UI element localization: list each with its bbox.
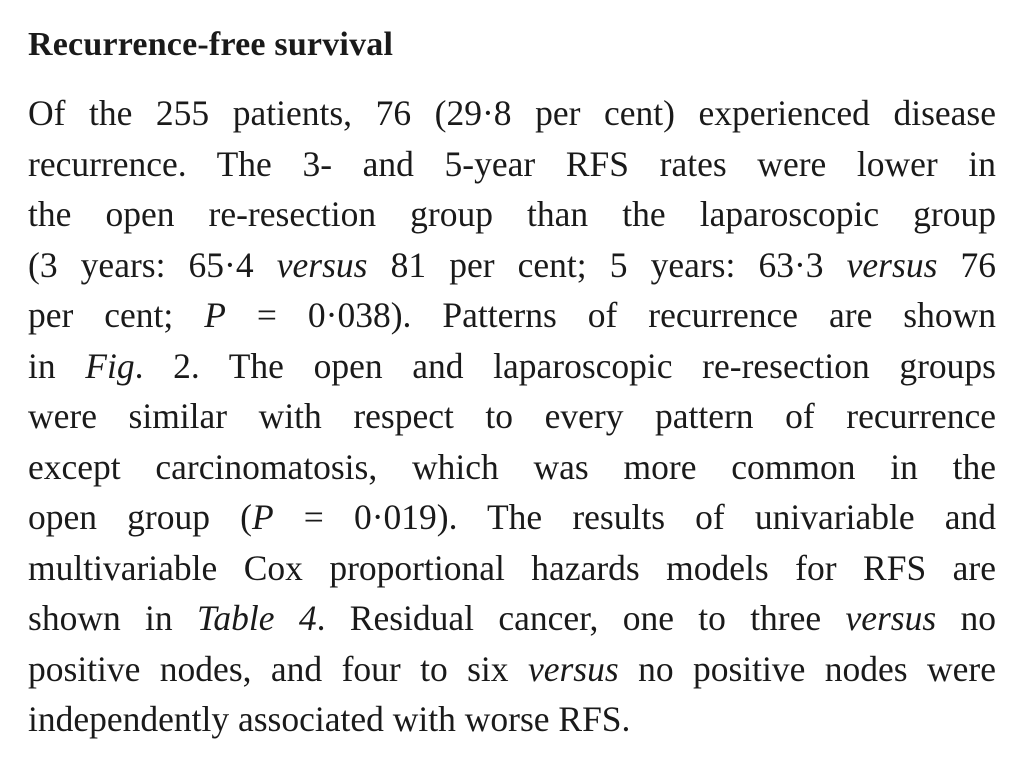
paragraph-line: positive nodes, and four to six versus n… (28, 644, 996, 695)
paragraph-line: per cent; P = 0·038). Patterns of recurr… (28, 290, 996, 341)
text-run: . 2. The open and laparoscopic re-resect… (134, 345, 996, 386)
text-run: independently associated with worse RFS. (28, 699, 631, 739)
section-body-paragraph: Of the 255 patients, 76 (29·8 per cent) … (28, 88, 996, 745)
paragraph-line: (3 years: 65·4 versus 81 per cent; 5 yea… (28, 240, 996, 291)
paragraph-line: open group (P = 0·019). The results of u… (28, 492, 996, 543)
text-run: (3 years: 65·4 (28, 244, 277, 285)
paragraph-line: shown in Table 4. Residual cancer, one t… (28, 593, 996, 644)
text-run: no positive nodes were (618, 648, 996, 689)
text-run: recurrence. The 3- and 5-year RFS rates … (28, 143, 996, 184)
text-run: per cent; (28, 295, 205, 335)
section-heading: Recurrence-free survival (28, 26, 394, 63)
text-run: = 0·019). The results of univariable and (273, 497, 996, 537)
italic-text-run: versus (276, 244, 368, 285)
text-run: shown in (28, 598, 197, 638)
italic-text-run: versus (846, 244, 938, 285)
text-run: . Residual cancer, one to three (316, 598, 846, 638)
text-run: 76 (937, 244, 997, 285)
text-run: open group ( (28, 497, 252, 537)
italic-text-run: Fig (85, 345, 135, 386)
paragraph-line: the open re-resection group than the lap… (28, 189, 996, 240)
text-run: 81 per cent; 5 years: 63·3 (367, 244, 847, 285)
italic-text-run: versus (845, 598, 937, 638)
text-run: positive nodes, and four to six (28, 648, 528, 689)
paragraph-line: in Fig. 2. The open and laparoscopic re-… (28, 341, 996, 392)
paragraph-line: recurrence. The 3- and 5-year RFS rates … (28, 139, 996, 190)
paragraph-line: were similar with respect to every patte… (28, 391, 996, 442)
text-run: were similar with respect to every patte… (28, 396, 996, 436)
text-run: = 0·038). Patterns of recurrence are sho… (225, 295, 996, 335)
italic-text-run: P (204, 295, 226, 335)
text-run: no (936, 598, 996, 638)
paragraph-line: independently associated with worse RFS. (28, 694, 996, 745)
paragraph-line: Of the 255 patients, 76 (29·8 per cent) … (28, 88, 996, 139)
italic-text-run: versus (527, 648, 619, 689)
text-run: except carcinomatosis, which was more co… (28, 446, 996, 487)
text-run: in (28, 345, 86, 386)
italic-text-run: Table 4 (196, 598, 317, 638)
article-section: Recurrence-free survival Of the 255 pati… (28, 20, 996, 745)
text-run: Of the 255 patients, 76 (29·8 per cent) … (28, 93, 996, 133)
paragraph-line: multivariable Cox proportional hazards m… (28, 543, 996, 594)
text-run: the open re-resection group than the lap… (28, 194, 996, 234)
text-run: multivariable Cox proportional hazards m… (28, 547, 996, 588)
paragraph-line: except carcinomatosis, which was more co… (28, 442, 996, 493)
italic-text-run: P (251, 497, 274, 537)
